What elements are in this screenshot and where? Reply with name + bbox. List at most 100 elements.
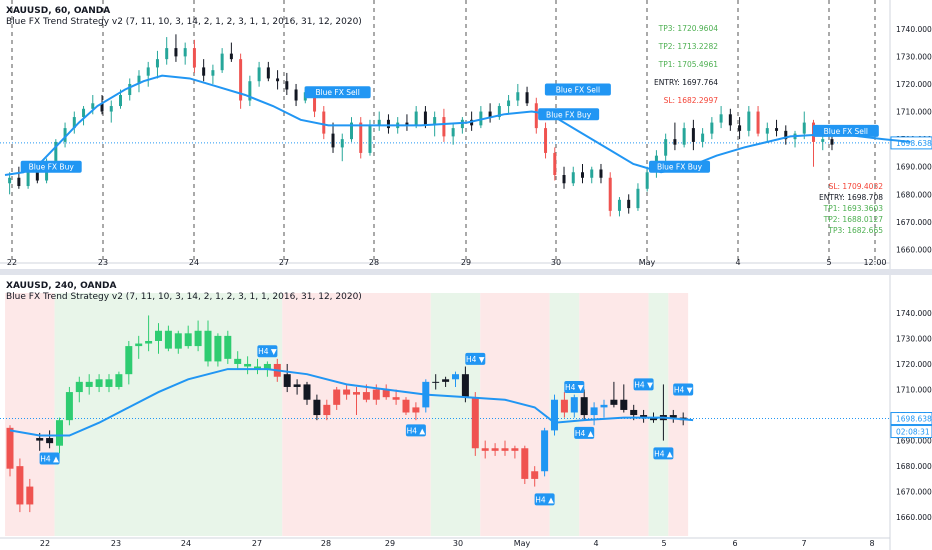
candle-body [452, 374, 459, 380]
candle-body [145, 340, 153, 344]
bg-region-green [648, 293, 669, 536]
bottom-chart-title: XAUUSD, 240, OANDA [6, 281, 117, 291]
candle-body [433, 117, 437, 126]
candle-body [234, 358, 242, 364]
top-chart-svg[interactable]: 1660.0001670.0001680.0001690.0001700.000… [0, 0, 932, 269]
bottom-chart-pane[interactable]: 1660.0001670.0001680.0001690.0001700.000… [0, 275, 932, 550]
candle-body [224, 335, 232, 359]
target-level-sl: SL: 1709.4032 [829, 182, 884, 191]
candle-body [481, 448, 489, 451]
signal-label-box [649, 160, 711, 173]
candle-body [377, 119, 381, 126]
candle-body [135, 343, 143, 347]
candle-body [571, 172, 575, 184]
candle-body [442, 379, 450, 382]
candle-body [669, 415, 677, 418]
h4-signal-text: H4 ▼ [466, 355, 485, 364]
pane-divider[interactable] [0, 269, 932, 275]
candle-body [491, 448, 499, 451]
y-tick-label: 1740.000 [896, 309, 932, 318]
candle-body [248, 81, 252, 101]
bg-region-red [668, 293, 689, 536]
candle-body [460, 119, 464, 129]
candle-body [531, 471, 539, 479]
candle-body [63, 128, 67, 142]
x-tick-label: 4 [735, 258, 740, 267]
bottom-chart-svg[interactable]: 1660.0001670.0001680.0001690.0001700.000… [0, 275, 932, 550]
signal-label-text: Blue FX Buy [546, 110, 592, 119]
candle-body [125, 346, 133, 375]
candle-body [368, 125, 372, 153]
candle-body [229, 53, 233, 60]
candle-body [590, 169, 594, 178]
signal-label-box [544, 83, 611, 96]
current-price-tag [890, 136, 932, 150]
candle-body [600, 404, 608, 408]
candle-body [164, 330, 172, 349]
top-chart-title: XAUUSD, 60, OANDA [6, 6, 111, 16]
candle-body [82, 108, 86, 118]
target-level-tp: TP3: 1682.665 [827, 226, 883, 235]
candle-body [630, 409, 638, 416]
candle-body [65, 392, 73, 421]
candle-body [26, 169, 30, 187]
candle-body [479, 111, 483, 126]
candle-body [756, 111, 760, 134]
top-chart-subtitle: Blue FX Trend Strategy v2 (7, 11, 10, 3,… [6, 17, 362, 27]
y-tick-label: 1680.000 [896, 190, 932, 199]
x-tick-label: 28 [321, 539, 331, 548]
candle-body [17, 177, 21, 187]
candle-body [119, 95, 122, 107]
candle-body [72, 117, 76, 129]
candle-body [412, 407, 420, 413]
candle-body [382, 389, 390, 398]
h4-signal-box [405, 424, 426, 437]
candle-body [285, 81, 289, 90]
candle-body [16, 466, 24, 505]
candle-body [202, 67, 206, 76]
signal-label-box [304, 86, 371, 99]
signal-label-box [20, 160, 82, 173]
h4-signal-text: H4 ▲ [654, 449, 673, 458]
x-tick-label: 27 [279, 258, 289, 267]
candle-body [534, 103, 538, 129]
y-tick-label: 1730.000 [896, 52, 932, 61]
x-tick-label: 5 [661, 539, 666, 548]
candle-body [664, 139, 668, 156]
x-tick-label: 24 [189, 258, 199, 267]
candle-body [590, 407, 598, 416]
candle-body [359, 122, 363, 153]
h4-signal-box [633, 378, 654, 391]
y-tick-label: 1710.000 [896, 386, 932, 395]
candle-body [266, 67, 270, 79]
candle-body [423, 111, 427, 126]
candle-body [36, 438, 44, 441]
candle-body [673, 139, 677, 145]
candle-body [100, 103, 104, 112]
candle-body [691, 128, 695, 142]
candle-body [608, 177, 612, 211]
top-chart-pane[interactable]: 1660.0001670.0001680.0001690.0001700.000… [0, 0, 932, 269]
candle-body [405, 122, 409, 126]
y-tick-label: 1720.000 [896, 80, 932, 89]
candle-body [204, 330, 212, 362]
x-tick-label: 7 [801, 539, 806, 548]
candle-body [570, 397, 578, 413]
candle-body [599, 169, 603, 178]
candle-body [728, 114, 732, 126]
candle-body [501, 448, 509, 451]
h4-signal-text: H4 ▲ [40, 454, 59, 463]
candle-body [553, 152, 557, 175]
x-tick-label: 30 [453, 539, 463, 548]
h4-signal-text: H4 ▼ [258, 347, 277, 356]
candle-body [560, 399, 568, 413]
y-tick-label: 1690.000 [896, 437, 932, 446]
x-tick-label: 24 [181, 539, 191, 548]
candle-body [105, 379, 113, 387]
y-tick-label: 1710.000 [896, 108, 932, 117]
candle-body [283, 374, 291, 387]
y-tick-label: 1740.000 [896, 25, 932, 34]
x-tick-label: 27 [252, 539, 262, 548]
candle-body [719, 114, 723, 123]
x-tick-label: 29 [461, 258, 471, 267]
